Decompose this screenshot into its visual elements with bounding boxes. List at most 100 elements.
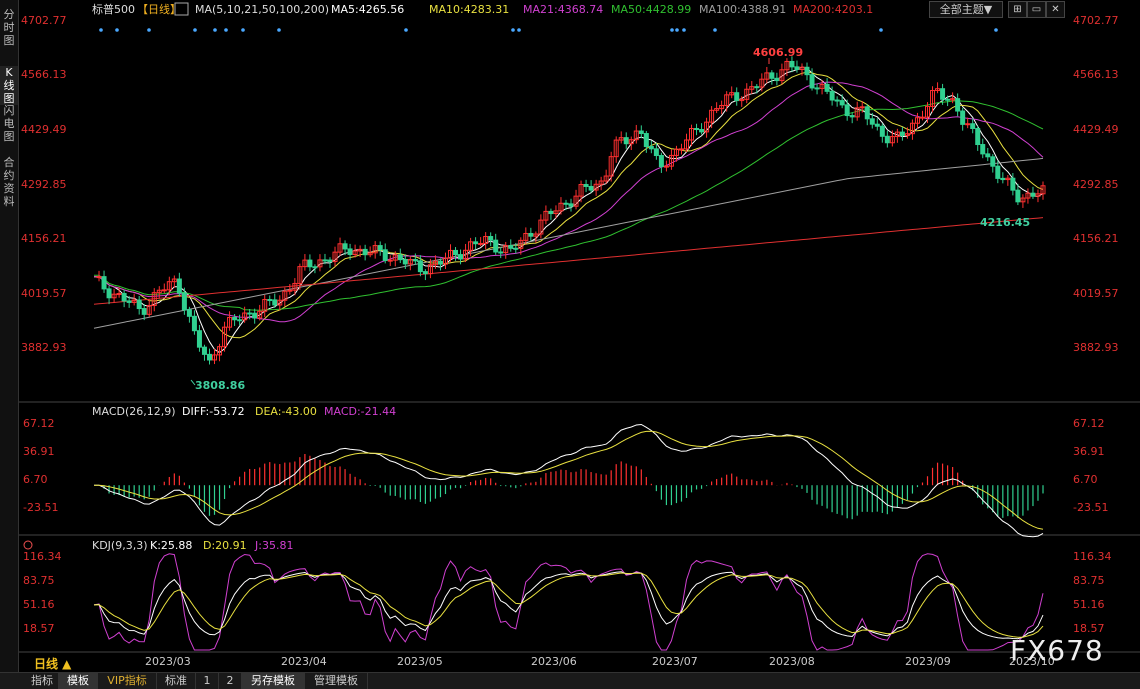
- tab-indicators[interactable]: 指标: [26, 673, 59, 689]
- candle-body: [879, 125, 885, 137]
- candle-body: [970, 123, 976, 129]
- macd-diff: DIFF:-53.72: [182, 405, 245, 418]
- candle-body: [121, 293, 127, 302]
- kdj-settings-icon[interactable]: [23, 540, 33, 550]
- candle-body: [533, 233, 539, 237]
- candle-body: [538, 219, 544, 235]
- candle-body: [864, 106, 870, 120]
- theme-dropdown[interactable]: 全部主题▼: [929, 1, 1003, 18]
- candle-body: [498, 251, 504, 254]
- ma200-value: MA200:4203.1: [793, 3, 873, 16]
- candle-body: [151, 292, 157, 307]
- candle-body: [186, 309, 192, 317]
- signal-dot: [115, 28, 119, 32]
- tab-templates[interactable]: 模板: [59, 673, 98, 689]
- candle-body: [749, 86, 755, 90]
- candle-body: [744, 88, 750, 100]
- kdj-tick-right: 116.34: [1073, 550, 1112, 563]
- candle-body: [518, 239, 524, 249]
- candle-body: [869, 118, 875, 125]
- candle-body: [252, 312, 258, 319]
- candle-body: [463, 249, 469, 260]
- signal-dot: [404, 28, 408, 32]
- candle-body: [980, 144, 986, 155]
- candle-body: [824, 83, 830, 92]
- candle-body: [995, 165, 1001, 179]
- tab-standard[interactable]: 标准: [157, 673, 196, 689]
- kdj-k-line: [93, 571, 1044, 640]
- time-label: 2023/09: [905, 655, 951, 668]
- candle-body: [854, 107, 860, 118]
- candle-body: [282, 290, 288, 301]
- symbol-name: 标普500: [92, 2, 135, 16]
- candle-body: [965, 123, 971, 126]
- candle-body: [342, 243, 348, 250]
- candle-body: [387, 259, 393, 262]
- price-tick-right: 4429.49: [1073, 123, 1119, 136]
- tab-1[interactable]: 1: [196, 673, 219, 689]
- price-tick-right: 4292.85: [1073, 178, 1119, 191]
- candle-body: [543, 210, 549, 221]
- candle-body: [975, 127, 981, 146]
- kline-chart[interactable]: 标普500 【日线】 MA(5,10,21,50,100,200) MA5:42…: [19, 0, 1140, 672]
- ma21-line: [93, 81, 1044, 323]
- kdj-k: K:25.88: [150, 539, 192, 552]
- ma-settings-icon[interactable]: [174, 2, 189, 16]
- candle-body: [673, 148, 679, 156]
- candle-body: [643, 133, 649, 148]
- tab-kline-chart[interactable]: K线图: [0, 66, 18, 105]
- candle-body: [618, 137, 624, 141]
- candle-body: [709, 109, 715, 123]
- candle-body: [161, 289, 167, 292]
- candle-body: [292, 282, 298, 291]
- kdj-j: J:35.81: [254, 539, 293, 552]
- ma21-value: MA21:4368.74: [523, 3, 603, 16]
- window-icon[interactable]: ▭: [1027, 1, 1046, 18]
- ma10-line: [93, 71, 1044, 339]
- macd-axis: 67.12 67.12 36.91 36.91 6.70 6.70 -23.51 -23.51: [23, 417, 1108, 514]
- close-icon[interactable]: ✕: [1046, 1, 1065, 18]
- price-tick-left: 4702.77: [21, 14, 67, 27]
- candle-body: [588, 185, 594, 191]
- candle-body: [759, 78, 765, 88]
- tab-vip-indicators[interactable]: VIP指标: [98, 673, 157, 689]
- candle-body: [809, 74, 815, 89]
- signal-dot: [277, 28, 281, 32]
- high-annotation: 4606.99: [753, 46, 803, 59]
- tab-contract-info[interactable]: 合约资料: [3, 156, 15, 208]
- candle-body: [448, 249, 454, 259]
- tab-save-template[interactable]: 另存模板: [242, 673, 305, 689]
- candle-body: [583, 183, 589, 187]
- tab-2[interactable]: 2: [219, 673, 242, 689]
- candle-body: [663, 165, 669, 168]
- grid-icon[interactable]: ⊞: [1008, 1, 1027, 18]
- time-label: 2023/06: [531, 655, 577, 668]
- candle-body: [1005, 177, 1011, 181]
- candle-body: [633, 130, 639, 141]
- macd-value: MACD:-21.44: [324, 405, 396, 418]
- period-selector[interactable]: 日线 ▲: [34, 657, 72, 671]
- candle-body: [794, 66, 800, 71]
- candle-body: [1025, 192, 1031, 199]
- candle-body: [352, 250, 358, 255]
- candle-body: [181, 292, 187, 311]
- candle-body: [613, 139, 619, 158]
- time-label: 2023/05: [397, 655, 443, 668]
- price-tick-left: 4019.57: [21, 287, 67, 300]
- kdj-axis: 116.34 116.34 83.75 83.75 51.16 51.16 18.57 18.…: [23, 550, 1112, 635]
- kdj-tick-left: 116.34: [23, 550, 62, 563]
- price-tick-right: 4019.57: [1073, 287, 1119, 300]
- candle-body: [739, 98, 745, 102]
- tab-time-chart[interactable]: 分时图: [3, 8, 15, 47]
- candle-body: [417, 260, 423, 273]
- candle-body: [925, 105, 931, 118]
- ma50-line: [94, 100, 1044, 311]
- candle-body: [357, 248, 363, 252]
- macd-histogram: [98, 453, 1044, 520]
- time-label: 2023/10: [1009, 655, 1055, 668]
- tab-manage-templates[interactable]: 管理模板: [305, 673, 368, 689]
- candle-body: [478, 242, 484, 245]
- candle-body: [1010, 177, 1016, 191]
- ma-params: MA(5,10,21,50,100,200): [195, 3, 329, 16]
- tab-flash-chart[interactable]: 闪电图: [3, 104, 15, 143]
